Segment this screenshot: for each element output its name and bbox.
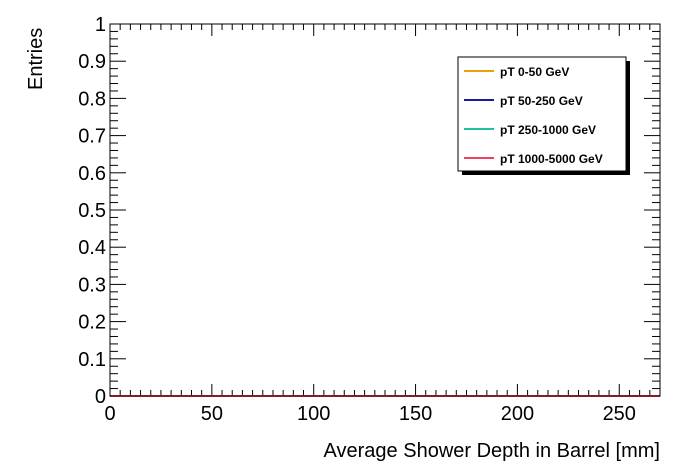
- x-tick-label: 200: [501, 403, 534, 425]
- y-tick-label: 0: [95, 386, 106, 408]
- legend-label: pT 50-250 GeV: [500, 94, 583, 108]
- y-tick-label: 0.2: [78, 312, 106, 334]
- legend-label: pT 250-1000 GeV: [500, 123, 596, 137]
- y-tick-label: 0.3: [78, 274, 106, 296]
- x-tick-label: 100: [297, 403, 330, 425]
- legend: pT 0-50 GeV pT 50-250 GeV pT 250-1000 GeV p…: [457, 56, 630, 175]
- y-tick-label: 1: [95, 14, 106, 36]
- x-axis-title: Average Shower Depth in Barrel [mm]: [324, 440, 660, 462]
- y-tick-label: 0.6: [78, 163, 106, 185]
- y-tick-label: 0.7: [78, 126, 106, 148]
- y-axis-title: Entries: [25, 28, 47, 90]
- axis-ticks: [109, 23, 661, 397]
- y-tick-label: 0.1: [78, 349, 106, 371]
- legend-box: [457, 56, 627, 172]
- x-tick-label: 150: [399, 403, 432, 425]
- plot-frame: [109, 23, 661, 397]
- x-tick-label: 0: [104, 403, 115, 425]
- legend-label: pT 1000-5000 GeV: [500, 152, 603, 166]
- y-tick-label: 0.4: [78, 237, 106, 259]
- y-tick-label: 0.8: [78, 88, 106, 110]
- x-tick-label: 250: [603, 403, 636, 425]
- y-tick-label: 0.5: [78, 200, 106, 222]
- y-tick-label: 0.9: [78, 51, 106, 73]
- legend-label: pT 0-50 GeV: [500, 65, 569, 79]
- x-tick-label: 50: [201, 403, 223, 425]
- tick-labels: 0 50 100 150 200 250 0 0.1 0.2 0.3 0.4 0.5 0.6 0.7 0.8…: [78, 14, 636, 425]
